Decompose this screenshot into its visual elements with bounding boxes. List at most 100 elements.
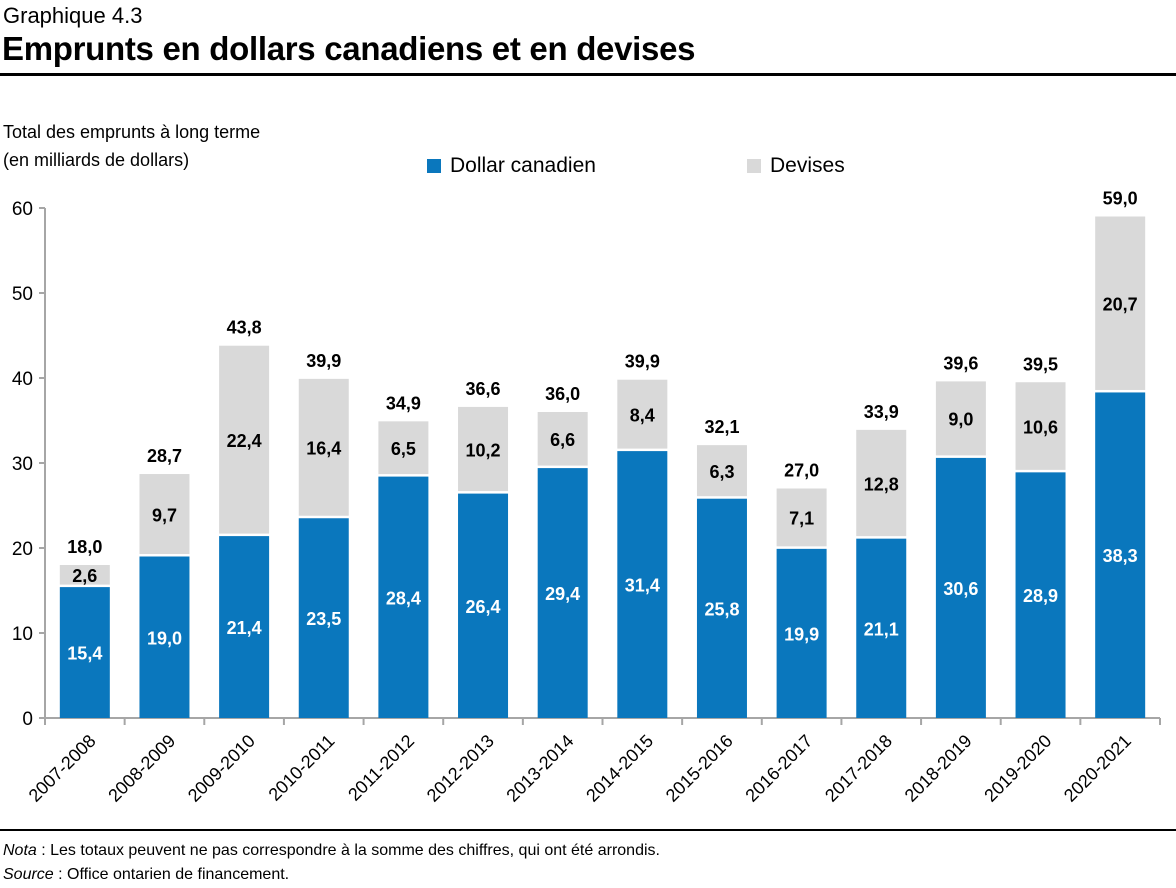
source-label: Source xyxy=(3,866,54,883)
legend-swatch-cad xyxy=(427,159,441,173)
data-label-dollar-canadien: 28,4 xyxy=(386,588,421,608)
footer-divider xyxy=(0,829,1176,831)
note-text: : Les totaux peuvent ne pas correspondre… xyxy=(36,842,660,859)
data-label-dollar-canadien: 15,4 xyxy=(67,644,102,664)
data-label-dollar-canadien: 23,5 xyxy=(306,609,341,629)
data-label-total: 39,9 xyxy=(625,352,660,372)
bar-devises xyxy=(935,381,986,456)
y-tick-label: 0 xyxy=(22,709,33,730)
data-label-total: 39,6 xyxy=(943,353,978,373)
y-tick-label: 40 xyxy=(12,369,33,390)
x-tick-label: 2020-2021 xyxy=(1060,731,1135,806)
data-label-devises: 6,5 xyxy=(391,439,416,459)
x-tick-label: 2007-2008 xyxy=(25,731,100,806)
x-tick-label: 2019-2020 xyxy=(980,731,1055,806)
bar-devises xyxy=(59,565,110,585)
legend-item-cad: Dollar canadien xyxy=(427,154,596,178)
data-label-total: 27,0 xyxy=(784,461,819,481)
source: Source : Office ontarien de financement. xyxy=(3,866,289,884)
chart-title: Emprunts en dollars canadiens et en devi… xyxy=(2,30,696,67)
bar-dollar-canadien xyxy=(458,493,509,718)
data-label-dollar-canadien: 19,9 xyxy=(784,624,819,644)
data-label-devises: 12,8 xyxy=(864,474,899,494)
bar-dollar-canadien xyxy=(298,518,349,718)
data-label-dollar-canadien: 38,3 xyxy=(1103,546,1138,566)
data-label-total: 59,0 xyxy=(1103,189,1138,209)
chart-supertitle: Graphique 4.3 xyxy=(3,3,143,28)
x-tick-label: 2018-2019 xyxy=(901,731,976,806)
data-label-total: 39,5 xyxy=(1023,354,1058,374)
legend-label-cad: Dollar canadien xyxy=(450,154,596,177)
data-label-dollar-canadien: 21,1 xyxy=(864,619,899,639)
data-label-devises: 10,6 xyxy=(1023,417,1058,437)
data-label-dollar-canadien: 21,4 xyxy=(227,618,262,638)
data-label-devises: 9,7 xyxy=(152,505,177,525)
y-tick-label: 10 xyxy=(12,624,33,645)
bar-dollar-canadien xyxy=(696,498,747,718)
footnote: Nota : Les totaux peuvent ne pas corresp… xyxy=(3,842,660,860)
y-axis-label-line1: Total des emprunts à long terme xyxy=(3,122,261,142)
bar-dollar-canadien xyxy=(935,457,986,718)
bar-devises xyxy=(537,412,588,466)
data-label-devises: 22,4 xyxy=(227,431,262,451)
x-tick-label: 2010-2011 xyxy=(265,731,339,805)
y-axis-label: Total des emprunts à long terme (en mill… xyxy=(3,118,260,174)
bar-devises xyxy=(776,488,827,547)
bar-dollar-canadien xyxy=(219,536,270,718)
bar-dollar-canadien xyxy=(617,451,668,718)
bar-devises xyxy=(696,445,747,497)
data-label-devises: 20,7 xyxy=(1103,294,1138,314)
data-label-total: 32,1 xyxy=(704,417,739,437)
data-label-total: 39,9 xyxy=(306,351,341,371)
bar-devises xyxy=(139,474,190,554)
data-label-devises: 10,2 xyxy=(466,440,501,460)
y-axis-label-line2: (en milliards de dollars) xyxy=(3,150,190,170)
data-label-total: 34,9 xyxy=(386,393,421,413)
x-tick-label: 2016-2017 xyxy=(741,731,816,806)
data-label-devises: 9,0 xyxy=(948,410,973,430)
y-tick-label: 50 xyxy=(12,284,33,305)
data-label-dollar-canadien: 31,4 xyxy=(625,576,660,596)
bar-devises xyxy=(219,345,270,534)
bar-dollar-canadien xyxy=(378,476,429,718)
data-label-devises: 16,4 xyxy=(306,439,341,459)
y-tick-label: 60 xyxy=(12,199,33,220)
bar-dollar-canadien xyxy=(139,556,190,718)
note-label: Nota xyxy=(3,842,37,859)
x-tick-label: 2013-2014 xyxy=(502,731,577,806)
bar-devises xyxy=(378,421,429,475)
bar-dollar-canadien xyxy=(1095,392,1146,718)
bar-devises xyxy=(617,379,668,449)
data-label-devises: 6,3 xyxy=(709,462,734,482)
bar-devises xyxy=(458,406,509,492)
x-tick-label: 2012-2013 xyxy=(423,731,498,806)
bar-dollar-canadien xyxy=(537,468,588,718)
data-label-dollar-canadien: 30,6 xyxy=(943,579,978,599)
data-label-dollar-canadien: 19,0 xyxy=(147,628,182,648)
legend-label-devises: Devises xyxy=(770,154,845,177)
data-label-total: 33,9 xyxy=(864,402,899,422)
data-label-devises: 2,6 xyxy=(72,566,97,586)
data-label-total: 36,6 xyxy=(466,379,501,399)
bar-devises xyxy=(1095,216,1146,390)
legend-swatch-devises xyxy=(747,159,761,173)
x-tick-label: 2011-2012 xyxy=(344,731,418,805)
data-label-devises: 7,1 xyxy=(789,509,814,529)
y-tick-label: 20 xyxy=(12,539,33,560)
y-tick-label: 30 xyxy=(12,454,33,475)
data-label-dollar-canadien: 26,4 xyxy=(466,597,501,617)
bar-dollar-canadien xyxy=(856,538,907,718)
x-tick-label: 2008-2009 xyxy=(104,731,179,806)
x-tick-label: 2009-2010 xyxy=(184,731,259,806)
data-label-total: 18,0 xyxy=(67,537,102,557)
data-label-devises: 6,6 xyxy=(550,430,575,450)
data-label-dollar-canadien: 28,9 xyxy=(1023,586,1058,606)
data-label-devises: 8,4 xyxy=(630,405,655,425)
legend-item-devises: Devises xyxy=(747,154,845,178)
x-tick-label: 2015-2016 xyxy=(662,731,737,806)
data-label-dollar-canadien: 25,8 xyxy=(704,599,739,619)
title-divider xyxy=(0,73,1176,76)
bar-dollar-canadien xyxy=(776,548,827,718)
data-label-total: 43,8 xyxy=(227,318,262,338)
